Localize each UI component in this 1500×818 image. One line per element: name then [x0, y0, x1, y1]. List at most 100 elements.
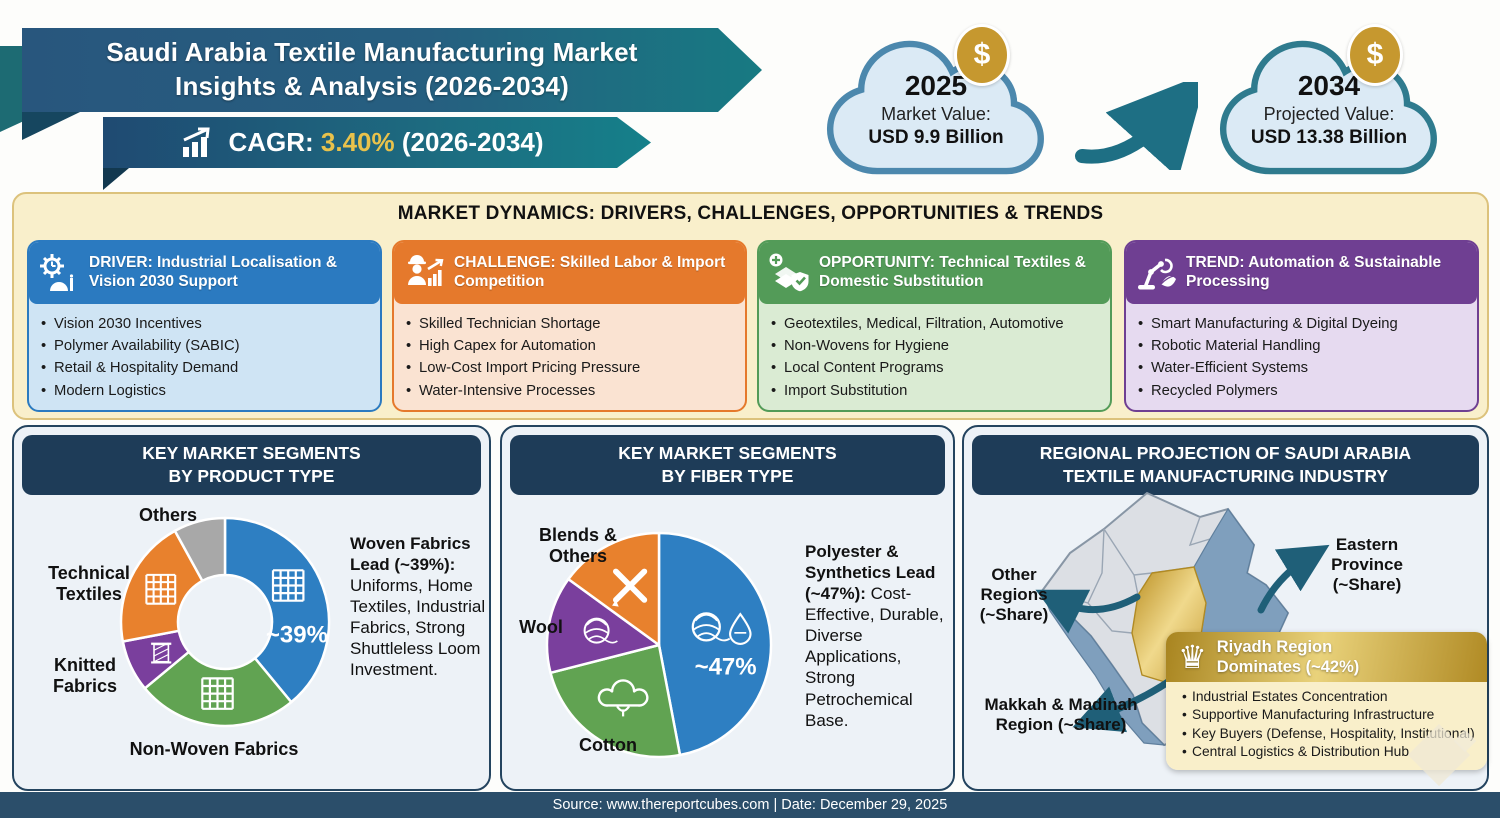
opportunity-card-header: OPPORTUNITY: Technical Textiles & Domest…: [759, 242, 1110, 304]
hash-icon: [201, 677, 234, 710]
bullet-item: Geotextiles, Medical, Filtration, Automo…: [769, 313, 1104, 335]
market-dynamics-panel: MARKET DYNAMICS: DRIVERS, CHALLENGES, OP…: [12, 192, 1489, 420]
dollar-coin-icon: $: [954, 24, 1010, 86]
riyadh-box-header: ♛ Riyadh Region Dominates (~42%): [1166, 632, 1487, 683]
fiber-insight-text: Polyester & Synthetics Lead (~47%): Cost…: [805, 542, 944, 730]
bullet-item: Industrial Estates Concentration: [1180, 688, 1477, 706]
robot-arm-leaf-icon: [1134, 251, 1178, 295]
title-banner: Saudi Arabia Textile Manufacturing Marke…: [22, 28, 762, 112]
ribbon-fold-triangle: [22, 112, 80, 140]
label-knitted-fabrics: Knitted Fabrics: [52, 655, 118, 697]
yarn-icon: [583, 617, 618, 644]
opportunity-card: OPPORTUNITY: Technical Textiles & Domest…: [757, 240, 1112, 412]
label-others: Others: [139, 505, 198, 525]
driver-card: DRIVER: Industrial Localisation & Vision…: [27, 240, 382, 412]
knit-icon: [151, 642, 172, 664]
regional-panel-header: REGIONAL PROJECTION OF SAUDI ARABIA TEXT…: [972, 435, 1479, 496]
regional-panel: REGIONAL PROJECTION OF SAUDI ARABIA TEXT…: [962, 425, 1489, 791]
bullet-item: Robotic Material Handling: [1136, 335, 1471, 357]
fiber-type-panel: KEY MARKET SEGMENTS BY FIBER TYPE ~47% B…: [500, 425, 955, 791]
crown-icon: ♛: [1178, 639, 1207, 676]
bullet-item: Recycled Polymers: [1136, 380, 1471, 402]
textile-shield-icon: [767, 251, 811, 295]
label-blends-others: Blends & Others: [538, 525, 617, 567]
pie-callout-label: ~47%: [695, 654, 757, 681]
bullet-item: Low-Cost Import Pricing Pressure: [404, 357, 739, 379]
label-cotton: Cotton: [579, 735, 637, 755]
bullet-item: Smart Manufacturing & Digital Dyeing: [1136, 313, 1471, 335]
cagr-banner: CAGR: 3.40% (2026-2034): [103, 117, 651, 168]
fiber-panel-header: KEY MARKET SEGMENTS BY FIBER TYPE: [510, 435, 945, 496]
riyadh-box-title: Riyadh Region Dominates (~42%): [1216, 638, 1360, 677]
cotton-icon: [597, 679, 649, 717]
hash-icon: [271, 569, 305, 602]
pie-slice-polyester-synthetics: [657, 531, 773, 757]
bullet-item: Polymer Availability (SABIC): [39, 335, 374, 357]
yarn-droplet-icon: [691, 612, 752, 645]
challenge-bullet-list: Skilled Technician ShortageHigh Capex fo…: [394, 304, 745, 408]
bullet-item: Retail & Hospitality Demand: [39, 357, 374, 379]
cloud-value: USD 13.38 Billion: [1250, 127, 1408, 148]
bullet-item: Non-Wovens for Hygiene: [769, 335, 1104, 357]
product-panel-header: KEY MARKET SEGMENTS BY PRODUCT TYPE: [22, 435, 481, 496]
cloud-label: Market Value:: [881, 104, 991, 124]
bullet-item: High Capex for Automation: [404, 335, 739, 357]
tools-icon: [612, 568, 648, 607]
label-makkah-madinah: Makkah & Madinah Region (~Share): [984, 695, 1138, 735]
label-nonwoven-fabrics: Non-Woven Fabrics: [129, 739, 299, 759]
cagr-text: CAGR: 3.40% (2026-2034): [228, 127, 544, 157]
source-text: Source: www.thereportcubes.com | Date: D…: [552, 797, 948, 813]
projected-value-cloud-2034: 2034 Projected Value: USD 13.38 Billion …: [1205, 24, 1453, 185]
page-title-line1: Saudi Arabia Textile Manufacturing Marke…: [106, 37, 638, 68]
bullet-item: Supportive Manufacturing Infrastructure: [1180, 706, 1477, 724]
product-insight-text: Woven Fabrics Lead (~39%): Uniforms, Hom…: [350, 534, 486, 680]
cloud-value: USD 9.9 Billion: [868, 127, 1004, 148]
bullet-item: Modern Logistics: [39, 380, 374, 402]
pie-slice-cotton: [549, 643, 682, 759]
cloud-year: 2025: [904, 70, 968, 101]
trend-bullet-list: Smart Manufacturing & Digital DyeingRobo…: [1126, 304, 1477, 408]
trend-card: TREND: Automation & Sustainable Processi…: [1124, 240, 1479, 412]
cagr-fold-triangle: [103, 168, 129, 190]
challenge-card-header: CHALLENGE: Skilled Labor & Import Compet…: [394, 242, 745, 304]
worker-chart-icon: [402, 251, 446, 295]
opportunity-bullet-list: Geotextiles, Medical, Filtration, Automo…: [759, 304, 1110, 408]
bullet-item: Water-Efficient Systems: [1136, 357, 1471, 379]
gear-industry-icon: [37, 251, 81, 295]
pie-slice-others: [173, 516, 227, 583]
page-title-line2: Insights & Analysis (2026-2034): [175, 71, 569, 101]
challenge-card-title: CHALLENGE: Skilled Labor & Import Compet…: [454, 254, 726, 290]
hash-icon: [145, 573, 177, 605]
driver-card-title: DRIVER: Industrial Localisation & Vision…: [89, 254, 338, 290]
pie-slice-blends-others: [567, 531, 661, 647]
ribbon-fold-tab: [0, 46, 26, 132]
product-type-panel: KEY MARKET SEGMENTS BY PRODUCT TYPE ~39%…: [12, 425, 491, 791]
trend-card-header: TREND: Automation & Sustainable Processi…: [1126, 242, 1477, 304]
pie-callout-label: ~39%: [266, 622, 328, 649]
label-wool: Wool: [519, 617, 563, 637]
driver-card-header: DRIVER: Industrial Localisation & Vision…: [29, 242, 380, 304]
pie-slice-woven-fabrics: [223, 516, 331, 704]
label-other-regions: Other Regions (~Share): [979, 565, 1049, 625]
opportunity-card-title: OPPORTUNITY: Technical Textiles & Domest…: [819, 254, 1086, 290]
source-footer: Source: www.thereportcubes.com | Date: D…: [0, 792, 1500, 818]
dollar-coin-icon: $: [1347, 24, 1403, 86]
trend-card-title: TREND: Automation & Sustainable Processi…: [1186, 254, 1442, 290]
label-eastern-province: Eastern Province (~Share): [1331, 535, 1403, 595]
growth-chart-icon: [180, 127, 216, 159]
bullet-item: Skilled Technician Shortage: [404, 313, 739, 335]
market-dynamics-title: MARKET DYNAMICS: DRIVERS, CHALLENGES, OP…: [397, 203, 1104, 224]
driver-bullet-list: Vision 2030 IncentivesPolymer Availabili…: [29, 304, 380, 408]
market-value-cloud-2025: 2025 Market Value: USD 9.9 Billion $: [812, 24, 1060, 185]
product-type-donut-chart: ~39%: [119, 516, 331, 728]
label-technical-textiles: Technical Textiles: [48, 563, 130, 605]
cloud-year: 2034: [1297, 70, 1361, 101]
bullet-item: Vision 2030 Incentives: [39, 313, 374, 335]
cagr-period: (2026-2034): [401, 127, 544, 157]
cagr-value: 3.40%: [320, 127, 395, 157]
bullet-item: Local Content Programs: [769, 357, 1104, 379]
bullet-item: Key Buyers (Defense, Hospitality, Instit…: [1180, 725, 1477, 743]
growth-arrow-icon: [1075, 82, 1198, 170]
bullet-item: Import Substitution: [769, 380, 1104, 402]
